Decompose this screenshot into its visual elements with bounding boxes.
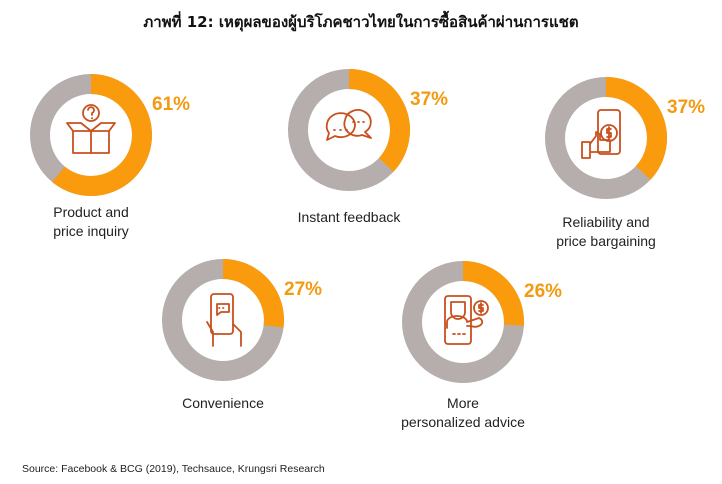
chart-title: ภาพที่ 12: เหตุผลของผู้บริโภคชาวไทยในการ… [143, 10, 578, 32]
category-label: price bargaining [556, 233, 656, 249]
percent-label: 27% [284, 279, 322, 300]
donut-5: 26% More personalized advice [401, 261, 562, 430]
phone-thumbs-up-dollar-icon [581, 109, 621, 159]
chat-bubbles-icon [325, 109, 372, 141]
donut-value-arc [52, 74, 152, 196]
donut-value-arc [348, 69, 410, 172]
percent-label: 37% [410, 89, 448, 110]
hand-phone-chat-icon [206, 293, 242, 347]
category-label: Product and [53, 204, 129, 220]
percent-label: 61% [152, 94, 190, 115]
category-label: personalized advice [401, 414, 525, 430]
percent-label: 26% [524, 281, 562, 302]
donut-3: 37% Reliability and price bargaining [545, 77, 705, 249]
box-question-icon [66, 104, 116, 154]
donut-2: 37% Instant feedback [288, 69, 448, 225]
category-label: price inquiry [53, 223, 128, 239]
category-label: Convenience [182, 395, 264, 411]
category-label: More [447, 395, 479, 411]
category-label: Instant feedback [298, 209, 402, 225]
phone-advisor-dollar-icon [444, 295, 489, 345]
donut-value-arc [222, 259, 284, 328]
donut-4: 27% Convenience [162, 259, 322, 411]
donut-1: 61% Product and price inquiry [30, 74, 190, 239]
percent-label: 37% [667, 97, 705, 118]
source-note: Source: Facebook & BCG (2019), Techsauce… [22, 463, 325, 475]
category-label: Reliability and [562, 214, 649, 230]
donut-value-arc [462, 261, 524, 326]
donut-value-arc [605, 77, 667, 180]
